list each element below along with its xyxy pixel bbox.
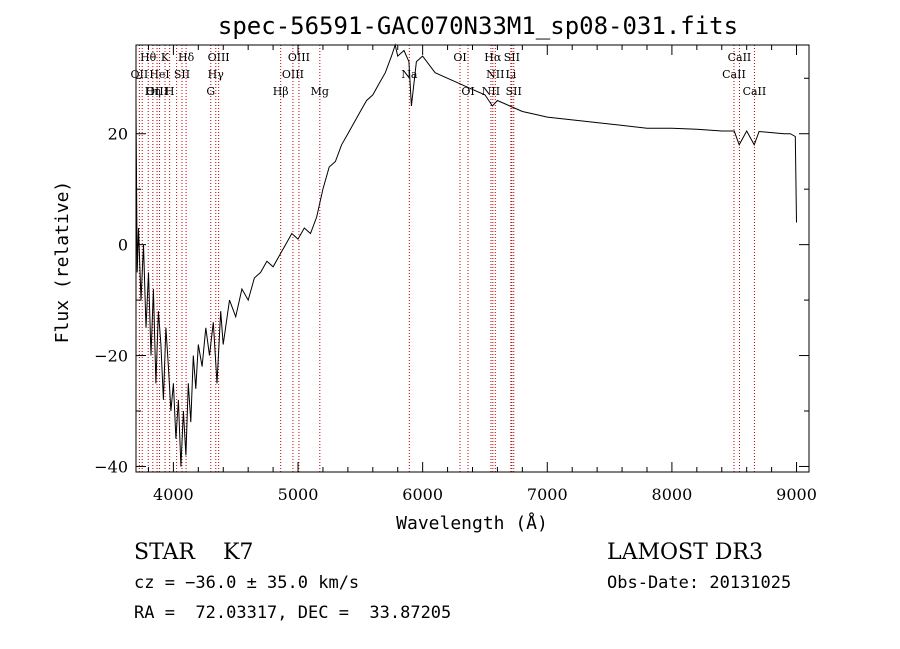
line-label: CaII [743, 85, 767, 98]
line-label: Hβ [273, 85, 289, 98]
object-class: STAR K7 [134, 540, 254, 565]
line-label: Hγ [208, 68, 225, 81]
spectrum-line [135, 43, 797, 467]
x-tick-label: 6000 [402, 485, 443, 504]
plot-frame [135, 44, 810, 473]
line-label: OI [461, 85, 474, 98]
line-label: OIII [288, 51, 310, 64]
survey-name: LAMOST DR3 [607, 540, 763, 565]
x-axis: 4000 5000 6000 7000 8000 9000 [147, 45, 817, 504]
line-label: G [206, 85, 215, 98]
line-label: OIII [146, 85, 168, 98]
redshift-cz: cz = −36.0 ± 35.0 km/s [134, 573, 360, 593]
y-tick-label: 20 [108, 125, 128, 144]
line-label: Hδ [178, 51, 195, 64]
line-label: Hα [484, 51, 502, 64]
y-tick-label: −20 [94, 347, 128, 366]
line-label: SII [174, 68, 190, 81]
y-axis-label: Flux (relative) [52, 181, 73, 344]
coordinates: RA = 72.03317, DEC = 33.87205 [134, 603, 452, 623]
line-label: SII [504, 51, 520, 64]
y-tick-label: 0 [118, 236, 128, 255]
line-label: CaII [722, 68, 746, 81]
observation-date: Obs-Date: 20131025 [607, 573, 792, 593]
spectral-line-markers [138, 45, 755, 472]
line-label: Na [401, 68, 418, 81]
line-label: OII [131, 68, 149, 81]
chart-title: spec-56591-GAC070N33M1_sp08-031.fits [218, 12, 738, 40]
x-axis-label: Wavelength (Å) [396, 512, 548, 534]
line-label: Hθ [140, 51, 157, 64]
y-axis: −40 −20 0 20 [94, 77, 809, 476]
line-label: NII [486, 68, 504, 81]
line-label: Hη [145, 85, 161, 98]
x-tick-label: 5000 [278, 485, 319, 504]
line-label: SII [506, 85, 522, 98]
x-tick-label: 4000 [153, 485, 194, 504]
line-label: K [161, 51, 170, 64]
line-label: Mg [311, 85, 329, 98]
line-label: HeI [149, 68, 169, 81]
x-tick-label: 7000 [527, 485, 568, 504]
y-tick-label: −40 [94, 457, 128, 476]
line-label: CaII [728, 51, 752, 64]
x-tick-label: 9000 [776, 485, 817, 504]
line-label: Li [505, 68, 516, 81]
line-label: NII [482, 85, 500, 98]
line-label: OIII [282, 68, 304, 81]
x-tick-label: 8000 [652, 485, 693, 504]
line-label: H [165, 85, 175, 98]
line-label: OI [453, 51, 466, 64]
line-label: OIII [208, 51, 230, 64]
